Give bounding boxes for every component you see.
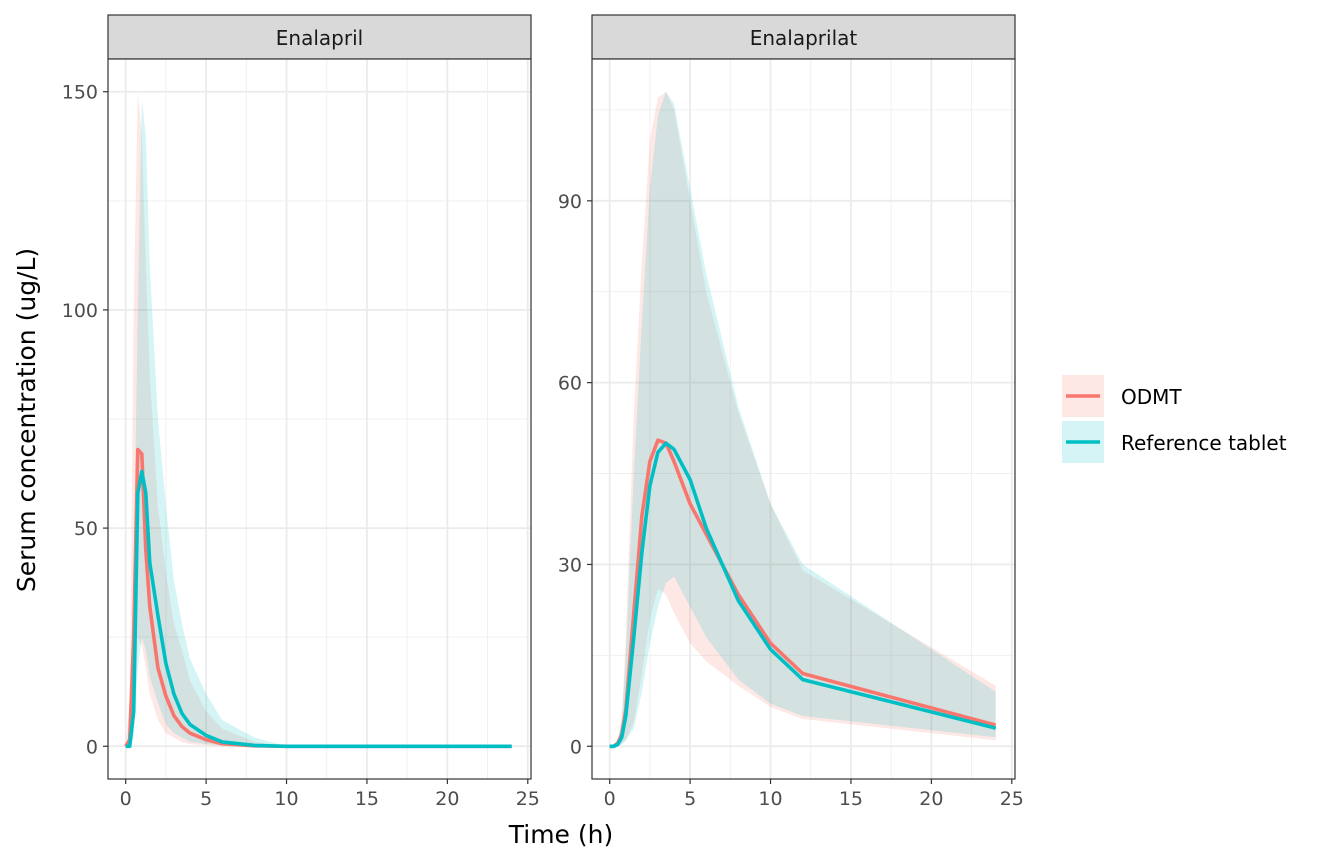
line-reference-tablet [125, 469, 512, 749]
y-tick-label: 150 [62, 82, 98, 104]
strip-label: Enalapril [276, 26, 363, 50]
ribbon-reference-tablet [125, 100, 512, 747]
x-tick-label: 5 [200, 788, 212, 810]
legend: ODMT Reference tablet [1062, 375, 1287, 463]
x-tick-label: 0 [604, 788, 616, 810]
legend-item-reference-tablet: Reference tablet [1062, 421, 1287, 463]
x-tick-label: 25 [1000, 788, 1024, 810]
y-axis-title: Serum concentration (ug/L) [12, 248, 41, 592]
strip-enalaprilat [591, 14, 1016, 60]
y-tick-label: 50 [74, 518, 98, 540]
panel-enalaprilat: Enalaprilat 0 5 10 15 20 25 0 30 60 90 [558, 14, 1024, 810]
x-tick-label: 5 [684, 788, 696, 810]
x-tick-label: 10 [274, 788, 298, 810]
y-tick-label: 0 [86, 736, 98, 758]
x-tick-label: 25 [516, 788, 540, 810]
x-tick-label: 15 [839, 788, 863, 810]
x-tick-label: 20 [435, 788, 459, 810]
line-reference-tablet [609, 441, 997, 749]
x-tick-label: 0 [120, 788, 132, 810]
ribbon-odmt [125, 91, 512, 747]
ribbon-odmt [609, 91, 996, 747]
legend-item-odmt: ODMT [1062, 375, 1182, 417]
panel-background [592, 59, 1015, 779]
y-tick-label: 90 [558, 191, 582, 213]
panel-border [107, 58, 532, 780]
strip-label: Enalaprilat [750, 26, 858, 50]
strip-enalapril [107, 14, 532, 60]
x-tick-label: 10 [758, 788, 782, 810]
legend-label: Reference tablet [1121, 431, 1287, 455]
y-tick-label: 0 [570, 736, 582, 758]
y-tick-label: 30 [558, 554, 582, 576]
legend-label: ODMT [1121, 385, 1182, 409]
panel-border [591, 58, 1016, 780]
x-axis-title: Time (h) [508, 820, 613, 849]
x-tick-label: 20 [919, 788, 943, 810]
y-tick-label: 100 [62, 300, 98, 322]
y-tick-label: 60 [558, 373, 582, 395]
x-tick-label: 15 [355, 788, 379, 810]
ribbon-reference-tablet [609, 91, 996, 747]
panel-enalapril: Enalapril 0 5 10 15 20 25 0 50 100 150 [62, 14, 540, 810]
